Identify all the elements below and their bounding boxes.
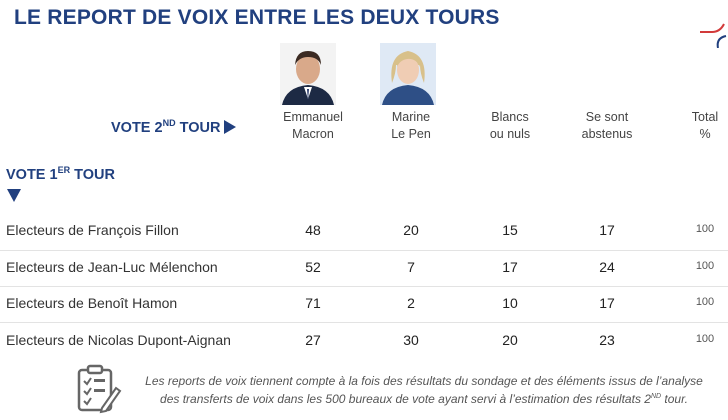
table-row: Electeurs de François Fillon 48 20 15 17… — [0, 222, 728, 244]
column-header-abstenus: Se sont abstenus — [581, 110, 633, 141]
macron-photo — [280, 43, 336, 105]
row-label: Electeurs de Nicolas Dupont-Aignan — [6, 332, 231, 348]
cell-total: 100 — [695, 296, 715, 308]
column-header-total: Total % — [691, 110, 719, 141]
vote-first-round-label: VOTE 1ER TOUR — [6, 165, 115, 183]
cell-abstenus: 17 — [599, 222, 615, 238]
cell-macron: 52 — [305, 259, 321, 275]
cell-macron: 48 — [305, 222, 321, 238]
table-row: Electeurs de Jean-Luc Mélenchon 52 7 17 … — [0, 259, 728, 281]
cell-blancs: 17 — [502, 259, 518, 275]
cell-total: 100 — [695, 333, 715, 345]
cell-macron: 27 — [305, 332, 321, 348]
column-header-blancs: Blancs ou nuls — [489, 110, 531, 141]
cell-total: 100 — [695, 223, 715, 235]
vote-second-round-label: VOTE 2ND TOUR — [111, 118, 237, 136]
row-label: Electeurs de Jean-Luc Mélenchon — [6, 259, 218, 275]
cell-lepen: 20 — [403, 222, 419, 238]
table-row: Electeurs de Benoît Hamon 71 2 10 17 100 — [0, 295, 728, 317]
page-title: LE REPORT DE VOIX ENTRE LES DEUX TOURS — [14, 6, 500, 29]
table-row: Electeurs de Nicolas Dupont-Aignan 27 30… — [0, 332, 728, 354]
arrow-down-icon — [7, 189, 21, 202]
cell-total: 100 — [695, 260, 715, 272]
column-header-macron: Emmanuel Macron — [283, 110, 343, 141]
row-label: Electeurs de Benoît Hamon — [6, 295, 178, 311]
logo-mark-icon — [700, 23, 727, 48]
arrow-right-icon — [224, 119, 237, 134]
cell-abstenus: 17 — [599, 295, 615, 311]
cell-blancs: 15 — [502, 222, 518, 238]
column-header-lepen: Marine Le Pen — [391, 110, 431, 141]
cell-abstenus: 24 — [599, 259, 615, 275]
cell-macron: 71 — [305, 295, 321, 311]
row-divider — [0, 322, 728, 323]
row-divider — [0, 286, 728, 287]
footnote: Les reports de voix tiennent compte à la… — [145, 374, 703, 406]
cell-abstenus: 23 — [599, 332, 615, 348]
cell-lepen: 7 — [407, 259, 415, 275]
row-label: Electeurs de François Fillon — [6, 222, 179, 238]
row-divider — [0, 250, 728, 251]
cell-blancs: 10 — [502, 295, 518, 311]
cell-blancs: 20 — [502, 332, 518, 348]
cell-lepen: 2 — [407, 295, 415, 311]
cell-lepen: 30 — [403, 332, 419, 348]
lepen-photo — [380, 43, 436, 105]
clipboard-checklist-icon — [77, 364, 122, 414]
